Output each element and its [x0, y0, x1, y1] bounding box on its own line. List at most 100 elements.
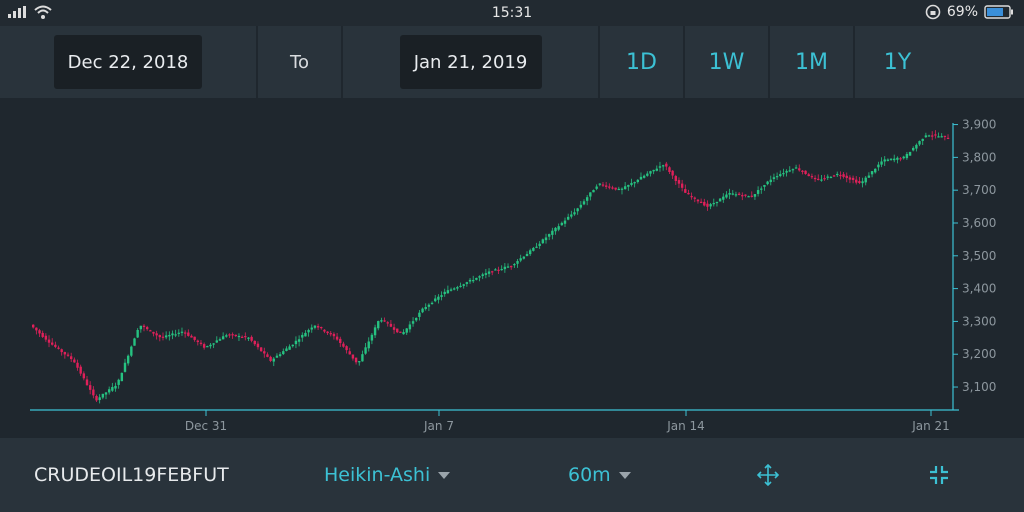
candlestick-chart[interactable]: 3,100 3,200 3,300 3,400 3,500 3,600 3,700 3,800…	[0, 98, 1024, 438]
candle	[513, 264, 516, 266]
y-tick-label: 3,200	[962, 347, 996, 361]
candle	[943, 135, 947, 138]
candle	[443, 291, 446, 295]
candle	[744, 194, 747, 196]
candle	[535, 246, 538, 248]
candle	[547, 234, 551, 237]
candle	[453, 288, 456, 290]
candle	[291, 344, 294, 347]
candle	[731, 193, 734, 195]
candle	[408, 324, 412, 330]
candle	[487, 271, 491, 274]
candle	[820, 179, 823, 181]
candle	[750, 195, 753, 197]
candle	[123, 362, 127, 372]
candle	[272, 358, 275, 362]
candle	[202, 344, 206, 348]
move-crosshair-icon[interactable]	[756, 463, 780, 487]
candle	[633, 182, 636, 184]
candle	[32, 324, 35, 328]
candle	[228, 334, 231, 336]
candle	[354, 357, 358, 363]
candle	[164, 335, 168, 338]
y-tick-label: 3,800	[962, 150, 996, 164]
rotation-lock-icon	[925, 4, 941, 20]
candle	[307, 329, 310, 333]
to-date-button[interactable]: Jan 21, 2019	[399, 35, 542, 89]
candle	[152, 331, 155, 334]
candle	[329, 333, 332, 335]
candle	[234, 334, 237, 337]
candle	[712, 203, 715, 205]
range-1y-button[interactable]: 1Y	[855, 26, 940, 98]
candle	[294, 340, 298, 345]
symbol-label[interactable]: CRUDEOIL19FEBFUT	[34, 464, 229, 486]
range-1w-button[interactable]: 1W	[685, 26, 770, 98]
candle	[905, 153, 909, 159]
price-chart[interactable]: 3,100 3,200 3,300 3,400 3,500 3,600 3,700 3,800…	[0, 98, 1024, 438]
collapse-fullscreen-icon[interactable]	[927, 463, 951, 487]
candle	[734, 194, 738, 196]
candle	[893, 158, 896, 161]
candle	[288, 346, 291, 350]
candle	[775, 176, 779, 178]
candle	[801, 170, 804, 172]
range-1d-button[interactable]: 1D	[600, 26, 685, 98]
candle	[459, 285, 462, 288]
candle	[832, 175, 836, 177]
bottom-bar: CRUDEOIL19FEBFUT Heikin-Ashi 60m	[0, 438, 1024, 512]
candle	[468, 279, 472, 282]
interval-dropdown[interactable]: 60m	[568, 464, 631, 486]
candle	[253, 340, 256, 345]
interval-label: 60m	[568, 464, 611, 486]
candle	[313, 325, 317, 328]
candle	[434, 298, 437, 302]
candle	[244, 336, 247, 338]
from-cell: Dec 22, 2018	[0, 26, 258, 98]
candle	[44, 335, 48, 340]
candle	[38, 330, 41, 334]
candle	[310, 327, 313, 330]
candle	[430, 302, 434, 305]
candle	[506, 266, 510, 268]
candle	[671, 170, 674, 176]
candle	[171, 333, 174, 336]
clock: 15:31	[491, 5, 533, 21]
candle	[149, 330, 152, 332]
candle	[661, 165, 665, 167]
from-date-button[interactable]: Dec 22, 2018	[54, 35, 202, 89]
candle	[756, 190, 760, 194]
candle	[842, 174, 845, 177]
chart-type-dropdown[interactable]: Heikin-Ashi	[324, 464, 451, 486]
candle	[785, 170, 788, 173]
candle	[111, 387, 114, 391]
candle	[709, 204, 712, 207]
candle	[196, 340, 200, 343]
candle	[668, 167, 671, 172]
candle	[411, 321, 415, 324]
candle	[98, 397, 101, 401]
candle	[370, 334, 374, 341]
candle	[161, 336, 165, 338]
candle	[595, 186, 598, 189]
candle	[481, 274, 484, 277]
candle	[190, 335, 193, 338]
candle	[484, 273, 488, 275]
candle	[699, 201, 703, 204]
candle	[60, 349, 63, 353]
candle	[345, 346, 348, 351]
candle	[168, 334, 171, 337]
candle	[259, 347, 263, 352]
candle	[139, 325, 143, 330]
candle	[76, 362, 79, 368]
range-1m-button[interactable]: 1M	[770, 26, 855, 98]
candle	[231, 334, 234, 336]
candle	[921, 138, 924, 141]
candle	[475, 277, 478, 280]
candle	[326, 331, 329, 334]
chevron-down-icon	[438, 471, 451, 479]
candle	[437, 296, 440, 300]
candle	[538, 243, 541, 247]
candle	[256, 343, 260, 348]
candle	[342, 343, 345, 347]
